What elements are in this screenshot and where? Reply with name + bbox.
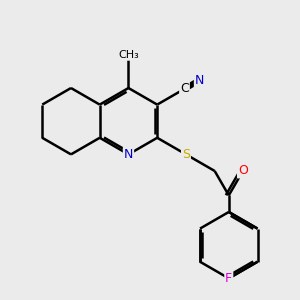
Text: O: O (238, 164, 248, 178)
Text: C: C (180, 82, 189, 95)
Text: CH₃: CH₃ (118, 50, 139, 60)
Text: N: N (195, 74, 204, 87)
Text: N: N (124, 148, 133, 161)
Text: S: S (182, 148, 190, 161)
Text: F: F (225, 272, 232, 285)
